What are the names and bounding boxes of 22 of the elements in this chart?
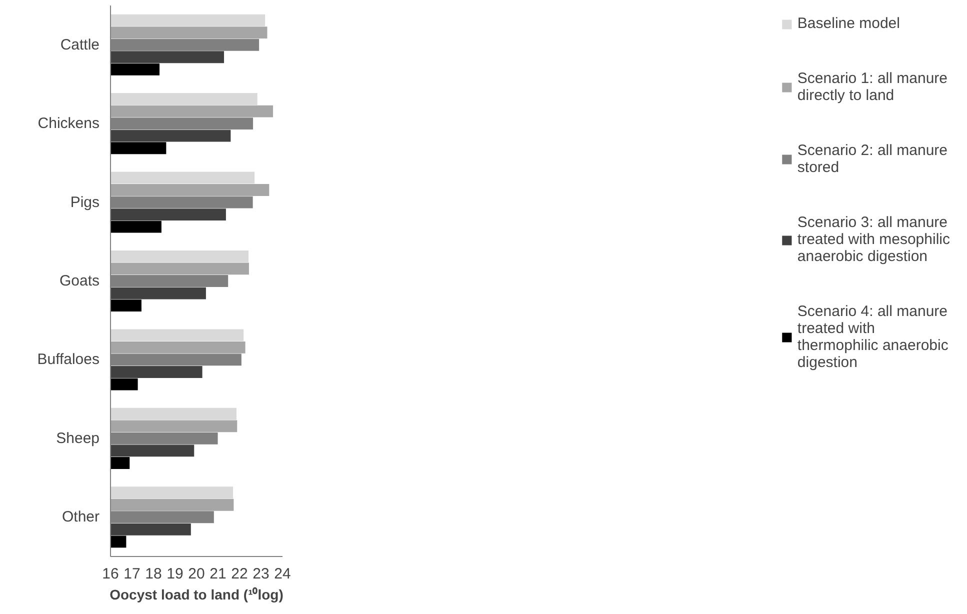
x-tick-label: 20 [188, 566, 205, 582]
y-tick-label: Buffaloes [37, 351, 100, 368]
y-tick-label: Chickens [38, 115, 100, 132]
x-tick-label: 16 [102, 566, 119, 582]
x-tick-label: 24 [274, 566, 291, 582]
x-tick-label: 18 [145, 566, 162, 582]
x-tick-label: 23 [252, 566, 270, 582]
y-tick-label: Pigs [70, 194, 100, 211]
legend-label: Scenario 1: all manure directly to land [797, 70, 948, 104]
y-tick-label: Cattle [60, 36, 100, 54]
y-tick-label: Sheep [56, 430, 100, 447]
y-tick-label: Other [62, 508, 100, 526]
legend-label: Baseline model [797, 15, 900, 32]
y-tick-label: Goats [59, 272, 100, 290]
x-axis-title: Oocyst load to land (¹⁰log) [110, 586, 284, 602]
x-tick-label: 21 [210, 566, 226, 582]
legend-label: Scenario 3: all manure treated with mesophilic anaerobic digestion [797, 214, 950, 265]
x-tick-label: 19 [166, 566, 184, 582]
x-tick-label: 17 [124, 566, 140, 582]
x-tick-label: 22 [231, 566, 248, 582]
legend-label: Scenario 4: all manure treated with thermophilic anaerobic digestion [797, 303, 948, 371]
legend-label: Scenario 2: all manure stored [797, 142, 948, 176]
